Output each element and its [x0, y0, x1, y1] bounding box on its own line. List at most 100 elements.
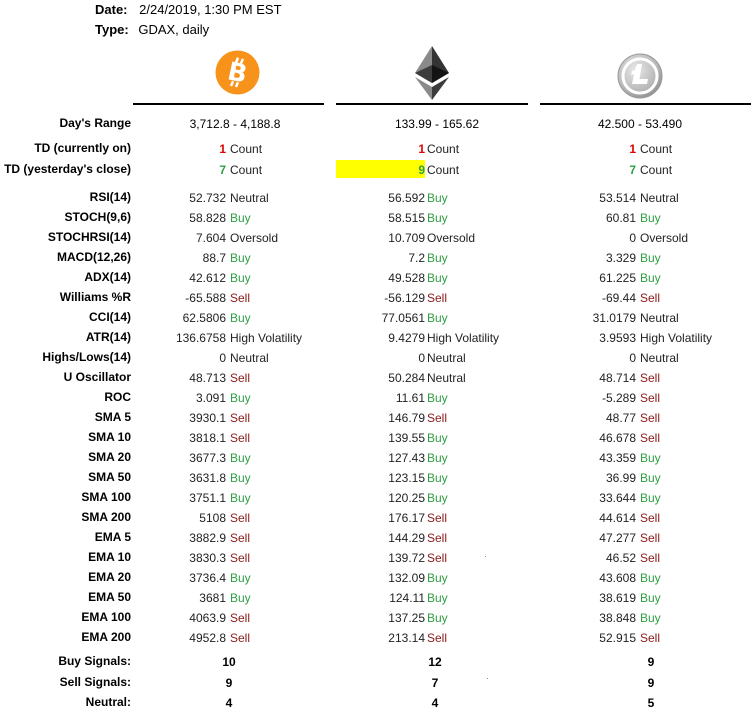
indicator-value-ema-20-ethereum: 132.09: [388, 571, 425, 585]
td-current-label-bitcoin: Count: [230, 142, 263, 156]
td-yesterday-label-bitcoin: Count: [230, 163, 263, 177]
indicator-value-ema-50-bitcoin: 3681: [199, 591, 226, 605]
indicator-signal-ema-50-bitcoin: Buy: [230, 591, 251, 605]
indicator-signal-ema-10-ethereum: Sell: [427, 551, 448, 565]
indicator-value-ema-20-litecoin: 43.608: [599, 571, 636, 585]
indicator-label-rsi-14: RSI(14): [89, 190, 131, 204]
indicator-signal-stochrsi-14-ethereum: Oversold: [427, 231, 476, 245]
indicator-value-ema-10-litecoin: 46.52: [605, 551, 636, 565]
indicator-signal-atr-14-litecoin: High Volatility: [640, 331, 713, 345]
indicator-value-macd-12-26-litecoin: 3.329: [605, 251, 636, 265]
indicator-value-stoch-9-6-litecoin: 60.81: [605, 211, 636, 225]
indicator-value-stochrsi-14-bitcoin: 7.604: [195, 231, 226, 245]
indicator-signal-ema-50-litecoin: Buy: [640, 591, 661, 605]
days-range-label: Day's Range: [59, 116, 131, 130]
sell-signals-label: Sell Signals:: [59, 675, 131, 689]
indicator-label-ema-200: EMA 200: [81, 630, 131, 644]
indicator-label-williams-r: Williams %R: [59, 290, 131, 304]
indicator-value-sma-200-ethereum: 176.17: [388, 511, 425, 525]
indicator-signal-rsi-14-bitcoin: Neutral: [230, 191, 269, 205]
indicator-label-sma-200: SMA 200: [81, 510, 131, 524]
td-current-count-litecoin: 1: [629, 142, 636, 156]
indicator-signal-cci-14-litecoin: Neutral: [640, 311, 679, 325]
indicator-value-rsi-14-litecoin: 53.514: [599, 191, 636, 205]
indicator-value-sma-200-litecoin: 44.614: [599, 511, 636, 525]
indicator-signal-sma-10-ethereum: Buy: [427, 431, 448, 445]
date-label: Date:: [95, 2, 128, 17]
indicator-value-ema-100-litecoin: 38.848: [599, 611, 636, 625]
indicator-signal-sma-200-litecoin: Sell: [640, 511, 661, 525]
indicator-value-ema-200-litecoin: 52.915: [599, 631, 636, 645]
indicator-signal-cci-14-bitcoin: Buy: [230, 311, 251, 325]
indicator-signal-ema-50-ethereum: Buy: [427, 591, 448, 605]
indicator-signal-sma-5-litecoin: Sell: [640, 411, 661, 425]
td-yesterday-count-bitcoin: 7: [219, 163, 226, 177]
indicator-value-ema-50-litecoin: 38.619: [599, 591, 636, 605]
indicator-signal-cci-14-ethereum: Buy: [427, 311, 448, 325]
indicator-signal-stoch-9-6-bitcoin: Buy: [230, 211, 251, 225]
td-current-count-bitcoin: 1: [219, 142, 226, 156]
indicator-signal-u-oscillator-bitcoin: Sell: [230, 371, 251, 385]
indicator-label-cci-14: CCI(14): [88, 310, 131, 324]
indicator-signal-u-oscillator-ethereum: Neutral: [427, 371, 466, 385]
indicator-value-ema-100-ethereum: 137.25: [388, 611, 425, 625]
indicator-value-sma-100-ethereum: 120.25: [388, 491, 425, 505]
buy-signals-label: Buy Signals:: [58, 654, 131, 668]
indicator-signal-sma-50-ethereum: Buy: [427, 471, 448, 485]
speck: [485, 556, 486, 557]
indicator-signal-stochrsi-14-bitcoin: Oversold: [230, 231, 279, 245]
indicator-value-macd-12-26-bitcoin: 88.7: [202, 251, 226, 265]
indicator-signal-ema-100-ethereum: Buy: [427, 611, 448, 625]
indicator-label-ema-50: EMA 50: [88, 590, 131, 604]
indicator-value-ema-10-bitcoin: 3830.3: [189, 551, 226, 565]
indicator-value-sma-100-bitcoin: 3751.1: [189, 491, 226, 505]
indicator-value-highs-lows-14-litecoin: 0: [629, 351, 636, 365]
indicator-value-sma-10-ethereum: 139.55: [388, 431, 425, 445]
indicator-value-sma-10-litecoin: 46.678: [599, 431, 636, 445]
indicator-signal-ema-100-bitcoin: Sell: [230, 611, 251, 625]
indicator-signal-ema-5-litecoin: Sell: [640, 531, 661, 545]
indicator-value-atr-14-litecoin: 3.9593: [599, 331, 636, 345]
column-rule-litecoin: [540, 103, 751, 105]
indicator-label-sma-50: SMA 50: [88, 470, 131, 484]
indicator-label-ema-10: EMA 10: [88, 550, 131, 564]
indicator-value-sma-10-bitcoin: 3818.1: [189, 431, 226, 445]
indicator-signal-sma-10-bitcoin: Sell: [230, 431, 251, 445]
highlight-marker: [336, 160, 425, 178]
indicator-signal-ema-20-litecoin: Buy: [640, 571, 661, 585]
indicator-value-highs-lows-14-bitcoin: 0: [219, 351, 226, 365]
indicator-value-sma-50-bitcoin: 3631.8: [189, 471, 226, 485]
indicator-signal-ema-200-bitcoin: Sell: [230, 631, 251, 645]
indicator-value-sma-5-litecoin: 48.77: [605, 411, 636, 425]
indicator-value-williams-r-ethereum: -56.129: [384, 291, 425, 305]
indicator-value-roc-litecoin: -5.289: [601, 391, 636, 405]
indicator-value-cci-14-litecoin: 31.0179: [592, 311, 636, 325]
indicator-value-sma-50-ethereum: 123.15: [388, 471, 425, 485]
summary-neutral-ethereum: 4: [431, 696, 439, 710]
indicator-value-stoch-9-6-bitcoin: 58.828: [189, 211, 226, 225]
indicator-value-cci-14-bitcoin: 62.5806: [182, 311, 226, 325]
indicator-signal-ema-100-litecoin: Buy: [640, 611, 661, 625]
indicator-signal-macd-12-26-bitcoin: Buy: [230, 251, 251, 265]
indicator-value-macd-12-26-ethereum: 7.2: [408, 251, 425, 265]
indicator-signal-highs-lows-14-litecoin: Neutral: [640, 351, 679, 365]
indicator-value-sma-50-litecoin: 36.99: [605, 471, 636, 485]
indicator-value-rsi-14-ethereum: 56.592: [388, 191, 425, 205]
summary-neutral-litecoin: 5: [647, 696, 655, 710]
indicator-signal-ema-10-bitcoin: Sell: [230, 551, 251, 565]
indicator-signal-williams-r-ethereum: Sell: [427, 291, 448, 305]
type-value: GDAX, daily: [138, 22, 210, 37]
td-yesterday-count-ethereum: 9: [418, 163, 425, 177]
indicator-value-williams-r-litecoin: -69.44: [601, 291, 636, 305]
indicator-value-cci-14-ethereum: 77.0561: [381, 311, 425, 325]
summary-neutral-bitcoin: 4: [225, 696, 233, 710]
indicator-value-sma-20-litecoin: 43.359: [599, 451, 636, 465]
indicator-signal-ema-5-ethereum: Sell: [427, 531, 448, 545]
indicator-value-ema-5-litecoin: 47.277: [599, 531, 636, 545]
indicator-label-stochrsi-14: STOCHRSI(14): [47, 230, 131, 244]
indicator-value-ema-10-ethereum: 139.72: [388, 551, 425, 565]
indicator-label-ema-100: EMA 100: [81, 610, 131, 624]
column-rule-bitcoin: [133, 103, 324, 105]
indicator-signal-sma-50-litecoin: Buy: [640, 471, 661, 485]
type-line: Type: GDAX, daily: [95, 22, 209, 37]
